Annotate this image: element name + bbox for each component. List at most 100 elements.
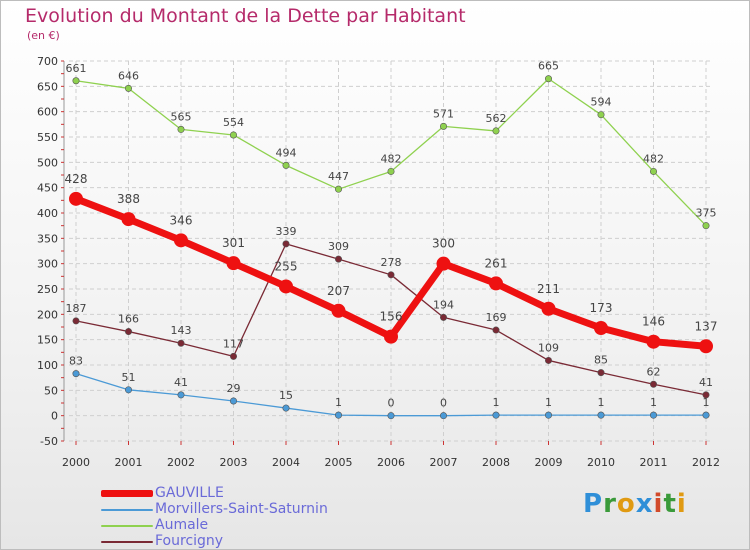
data-point-morvillers-saint-saturnin <box>72 370 80 378</box>
data-point-fourcigny <box>387 271 395 279</box>
data-point-morvillers-saint-saturnin <box>597 411 605 419</box>
data-label-fourcigny: 339 <box>276 225 297 238</box>
data-point-fourcigny <box>230 352 238 360</box>
data-point-fourcigny <box>125 328 133 336</box>
data-point-gauville <box>69 191 83 206</box>
data-label-gauville: 428 <box>65 172 88 186</box>
data-label-aumale: 661 <box>66 62 87 75</box>
data-point-aumale <box>230 131 238 139</box>
data-label-fourcigny: 41 <box>699 376 713 389</box>
data-point-gauville <box>331 303 346 318</box>
y-tick-label: 150 <box>37 334 58 347</box>
data-point-morvillers-saint-saturnin <box>439 412 447 420</box>
data-label-morvillers-saint-saturnin: 1 <box>703 396 710 409</box>
data-point-aumale <box>544 75 552 83</box>
x-tick-label: 2007 <box>430 456 458 469</box>
data-label-gauville: 300 <box>432 237 455 251</box>
data-label-fourcigny: 169 <box>486 311 507 324</box>
data-point-aumale <box>282 161 290 169</box>
y-tick-label: 250 <box>37 283 58 296</box>
logo-letter: i <box>653 489 664 519</box>
data-label-aumale: 571 <box>433 107 454 120</box>
y-tick-label: 50 <box>44 384 58 397</box>
data-point-fourcigny <box>544 356 552 364</box>
y-tick-label: 700 <box>37 55 58 68</box>
data-label-gauville: 388 <box>117 192 140 206</box>
x-tick-label: 2004 <box>272 456 300 469</box>
x-tick-label: 2002 <box>167 456 195 469</box>
data-point-aumale <box>177 125 185 133</box>
proxiti-logo: Proxiti <box>583 489 687 519</box>
legend-swatch-gauville <box>101 490 153 497</box>
data-point-morvillers-saint-saturnin <box>282 404 290 412</box>
data-label-fourcigny: 166 <box>118 313 139 326</box>
data-point-morvillers-saint-saturnin <box>387 412 395 420</box>
x-tick-label: 2006 <box>377 456 405 469</box>
logo-letter: x <box>635 489 654 519</box>
data-point-aumale <box>649 167 657 175</box>
data-label-morvillers-saint-saturnin: 41 <box>174 376 188 389</box>
data-label-aumale: 482 <box>643 152 664 165</box>
data-point-gauville <box>699 339 713 354</box>
data-label-gauville: 346 <box>170 213 193 227</box>
data-label-morvillers-saint-saturnin: 83 <box>69 355 83 368</box>
data-point-fourcigny <box>177 339 185 347</box>
data-point-morvillers-saint-saturnin <box>334 411 342 419</box>
data-point-gauville <box>541 301 556 316</box>
data-point-aumale <box>72 77 80 85</box>
data-label-aumale: 594 <box>591 96 612 109</box>
data-label-fourcigny: 194 <box>433 298 454 311</box>
y-tick-label: -50 <box>40 435 58 448</box>
y-tick-label: 200 <box>37 308 58 321</box>
data-label-aumale: 375 <box>696 207 717 220</box>
data-point-morvillers-saint-saturnin <box>230 397 238 405</box>
data-label-morvillers-saint-saturnin: 15 <box>279 389 293 402</box>
data-point-morvillers-saint-saturnin <box>649 411 657 419</box>
data-label-aumale: 562 <box>486 112 507 125</box>
data-point-gauville <box>489 276 503 291</box>
x-tick-label: 2012 <box>692 456 720 469</box>
data-label-gauville: 207 <box>327 284 350 298</box>
data-point-gauville <box>436 256 451 271</box>
data-label-aumale: 565 <box>171 110 192 123</box>
chart-title: Evolution du Montant de la Dette par Hab… <box>25 5 466 27</box>
y-tick-label: 650 <box>37 80 58 93</box>
data-point-morvillers-saint-saturnin <box>177 391 185 399</box>
data-label-morvillers-saint-saturnin: 1 <box>335 396 342 409</box>
logo-letter: P <box>583 489 604 519</box>
data-point-aumale <box>492 127 500 135</box>
x-tick-label: 2011 <box>640 456 668 469</box>
data-label-fourcigny: 143 <box>171 324 192 337</box>
data-label-gauville: 173 <box>590 301 613 315</box>
data-point-aumale <box>334 185 342 193</box>
data-point-aumale <box>387 167 395 175</box>
y-tick-label: 600 <box>37 106 58 119</box>
data-label-fourcigny: 187 <box>66 302 87 315</box>
chart-unit: (en €) <box>27 29 60 42</box>
data-point-aumale <box>439 122 447 130</box>
data-label-morvillers-saint-saturnin: 29 <box>227 382 241 395</box>
data-label-gauville: 146 <box>642 315 665 329</box>
data-label-morvillers-saint-saturnin: 1 <box>493 396 500 409</box>
data-point-gauville <box>646 334 661 349</box>
data-point-gauville <box>121 212 136 227</box>
data-point-fourcigny <box>334 255 342 263</box>
data-point-morvillers-saint-saturnin <box>125 386 133 394</box>
data-label-aumale: 554 <box>223 116 244 129</box>
logo-letter: o <box>616 489 636 519</box>
data-label-aumale: 447 <box>328 170 349 183</box>
data-point-gauville <box>279 279 293 294</box>
data-label-gauville: 211 <box>537 282 560 296</box>
legend-swatch-fourcigny <box>101 541 153 543</box>
data-label-fourcigny: 117 <box>223 337 244 350</box>
x-tick-label: 2003 <box>220 456 248 469</box>
data-point-morvillers-saint-saturnin <box>492 411 500 419</box>
data-label-morvillers-saint-saturnin: 51 <box>122 371 136 384</box>
legend-label-gauville: GAUVILLE <box>155 485 224 501</box>
data-label-aumale: 482 <box>381 152 402 165</box>
data-label-gauville: 156 <box>380 310 403 324</box>
data-point-fourcigny <box>492 326 500 334</box>
y-tick-label: 400 <box>37 207 58 220</box>
